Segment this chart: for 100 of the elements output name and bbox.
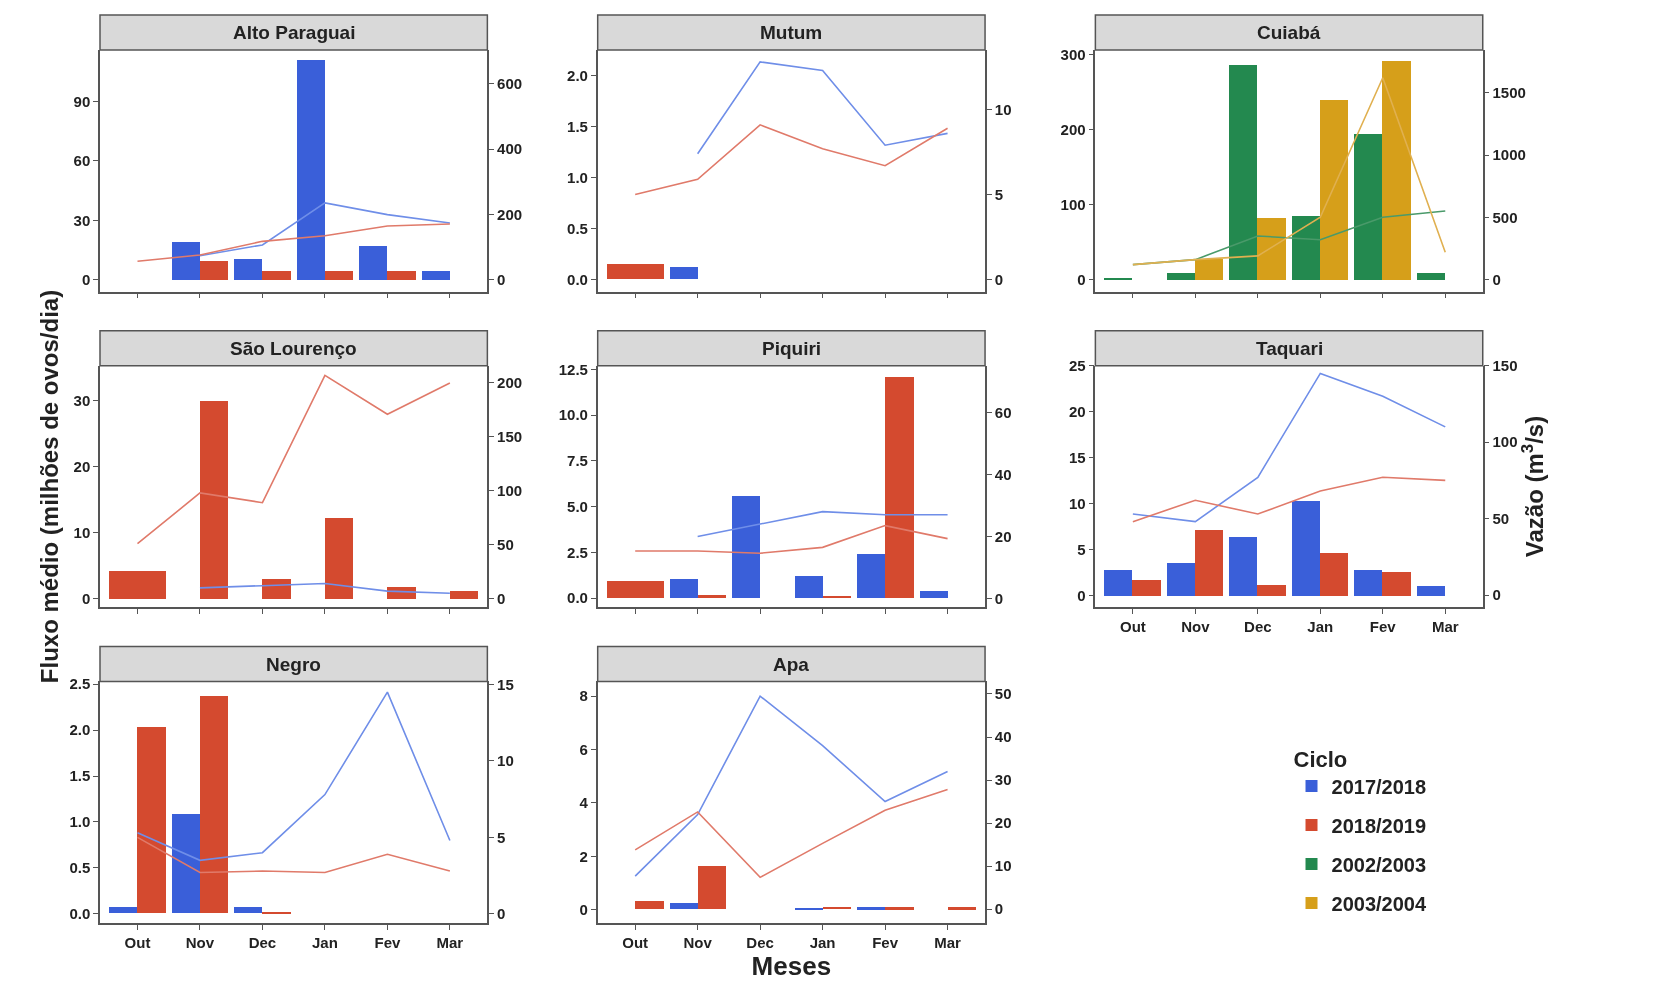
y2-tick-label: 0 [994, 589, 1004, 607]
y2-tick-label: 150 [497, 428, 523, 446]
y2-tick-label: 30 [994, 771, 1012, 789]
y2-tick-label: 0 [994, 900, 1004, 918]
line-series [136, 836, 451, 874]
x-tick-label: Dec [1244, 618, 1272, 636]
y-tick-label: 0 [1077, 586, 1086, 604]
bar [697, 866, 726, 910]
y2-tick-label: 20 [994, 814, 1012, 832]
bar [697, 594, 726, 598]
x-tick-label: Fev [374, 933, 401, 951]
bar [262, 912, 291, 915]
y2-tick-label: 0 [497, 270, 506, 288]
y-tick-label: 20 [1068, 402, 1086, 420]
legend-label: 2018/2019 [1331, 814, 1427, 837]
y-tick-label: 100 [1060, 195, 1086, 213]
y-tick-label: 5 [1077, 540, 1086, 558]
y-tick-label: 200 [1060, 120, 1086, 138]
bar [1257, 218, 1287, 280]
y-tick-label: 0 [579, 900, 588, 918]
bar [200, 400, 228, 599]
line-series [136, 691, 451, 862]
bar [137, 727, 166, 914]
y2-tick-label: 10 [994, 857, 1012, 875]
y2-tick-label: 0 [497, 589, 506, 607]
y2-tick-label: 10 [497, 752, 514, 770]
chart-title: Mutum [760, 22, 823, 43]
y2-tick-label: 600 [497, 75, 523, 93]
bar [731, 495, 760, 598]
line-series [199, 582, 451, 595]
y-tick-label: 0.0 [567, 589, 588, 607]
x-tick-label: Out [622, 933, 649, 951]
x-axis-title: Meses [751, 950, 832, 981]
bar [669, 903, 698, 910]
y-tick-label: 2 [579, 847, 588, 865]
y-tick-label: 4 [579, 794, 589, 812]
line-series [136, 223, 451, 263]
y2-tick-label: 40 [994, 728, 1012, 746]
y2-tick-label: 50 [1492, 509, 1510, 527]
y-tick-label: 2.0 [69, 721, 91, 739]
y2-tick-label: 5 [497, 828, 506, 846]
y2-tick-label: 50 [994, 685, 1012, 703]
bar [359, 246, 387, 280]
x-tick-label: Out [124, 933, 151, 951]
line-series [634, 124, 949, 196]
y-tick-label: 0.5 [567, 219, 588, 237]
chart-title: Cuiabá [1257, 22, 1321, 43]
y-tick-label: 30 [73, 391, 91, 409]
legend-label: 2017/2018 [1331, 775, 1427, 798]
bar [1229, 536, 1258, 596]
line-series [1132, 476, 1447, 523]
y-tick-label: 6 [579, 740, 588, 758]
bar [262, 271, 291, 280]
line-series [634, 695, 949, 877]
bar [1104, 569, 1133, 596]
bar [1382, 571, 1412, 596]
bar [794, 575, 823, 598]
bar [856, 907, 885, 911]
x-tick-label: Mar [436, 933, 464, 951]
bar [1257, 584, 1287, 596]
y2-tick-label: 0 [497, 905, 506, 923]
chart-title: Negro [266, 654, 321, 675]
y-tick-label: 0.0 [567, 270, 588, 288]
x-tick-label: Nov [185, 933, 215, 951]
y-axis-title: Fluxo médio (milhões de ovos/dia) [36, 289, 64, 684]
bar [1382, 61, 1412, 280]
bar [1354, 569, 1383, 596]
legend-title: Ciclo [1293, 746, 1348, 772]
y-tick-label: 2.5 [567, 543, 588, 561]
bar [1417, 273, 1446, 280]
bar [1167, 562, 1196, 596]
y2-tick-label: 200 [497, 374, 523, 392]
y2-tick-label: 200 [497, 205, 523, 223]
bar [919, 590, 948, 598]
chart-title: São Lourenço [230, 338, 357, 359]
bar [109, 907, 137, 914]
x-tick-label: Fev [872, 933, 899, 951]
chart-title: Piquiri [762, 338, 822, 359]
bar [200, 261, 228, 280]
bar [1195, 259, 1224, 280]
bar [1167, 273, 1196, 280]
line-series [634, 524, 949, 555]
bar [450, 590, 478, 599]
bar [234, 259, 262, 280]
bar [1292, 216, 1321, 280]
bar [634, 901, 664, 910]
bar [1132, 579, 1162, 596]
y-tick-label: 8 [579, 687, 588, 705]
y2-tick-label: 100 [497, 482, 523, 500]
bar [234, 907, 262, 914]
x-tick-label: Jan [809, 933, 836, 951]
y2-tick-label: 400 [497, 140, 523, 158]
y2-tick-label: 500 [1492, 208, 1518, 226]
y-tick-label: 10 [1068, 494, 1086, 512]
x-tick-label: Jan [1307, 618, 1334, 636]
bar [325, 271, 353, 280]
chart-title: Taquari [1256, 338, 1324, 359]
y-tick-label: 5.0 [567, 497, 588, 515]
y2-tick-label: 150 [1492, 356, 1518, 374]
bar [422, 271, 450, 280]
